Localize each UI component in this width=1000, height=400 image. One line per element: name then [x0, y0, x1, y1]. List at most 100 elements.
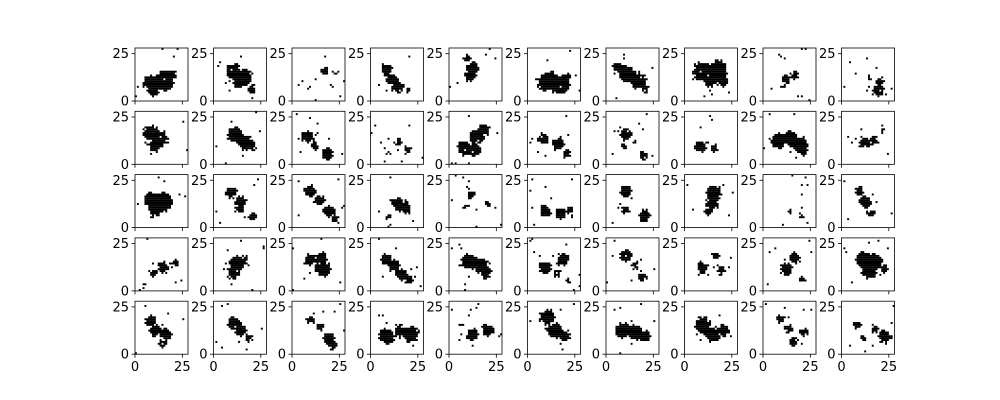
panel-frame: [684, 237, 738, 292]
pixel-run: [397, 197, 401, 200]
pixel-run: [728, 91, 730, 94]
pixel-run: [307, 87, 310, 90]
pixel-run: [567, 212, 570, 215]
y-tick-label: 25: [505, 110, 522, 125]
pixel-run: [873, 91, 884, 94]
pixel-run: [159, 266, 170, 269]
pixel-run: [406, 340, 411, 343]
pixel-run: [854, 191, 865, 194]
panel-frame: [605, 47, 660, 102]
pixel-run: [810, 308, 813, 311]
pixel-run: [789, 145, 809, 148]
pixel-run: [571, 214, 573, 217]
pixel-run: [728, 214, 730, 217]
pixel-run: [395, 89, 399, 92]
pixel-run: [714, 61, 723, 64]
image-panel: 0 25: [740, 237, 817, 299]
pixel-run: [475, 270, 493, 273]
pixel-run: [619, 126, 622, 129]
panel-frame: [684, 47, 738, 102]
pixel-run: [862, 268, 878, 271]
pixel-run: [856, 193, 863, 196]
pixel-run: [226, 68, 231, 71]
pixel-run: [400, 279, 403, 282]
image-panel: 0 25: [348, 110, 424, 173]
pixel-run: [856, 262, 882, 265]
pixel-run: [626, 254, 633, 257]
pixel-run: [464, 266, 489, 269]
pixel-run: [159, 72, 175, 75]
pixel-run: [695, 333, 698, 336]
pixel-run: [379, 331, 394, 334]
y-tick-label: 0: [592, 221, 600, 236]
pixel-run: [400, 160, 403, 163]
pixel-run: [619, 253, 633, 255]
pixel-run: [550, 70, 555, 73]
pixel-run: [466, 149, 482, 152]
pixel-run: [406, 339, 418, 341]
pixel-run: [875, 331, 878, 334]
pixel-run: [776, 316, 786, 319]
pixel-run: [776, 318, 784, 321]
pixel-run: [238, 143, 256, 146]
pixel-run: [795, 149, 809, 152]
pixel-run: [611, 254, 614, 257]
pixel-run: [731, 191, 734, 194]
image-panel: 0 25 0 25: [505, 300, 583, 375]
panel-frame: [213, 237, 267, 292]
pixel-run: [722, 85, 725, 88]
pixel-run: [552, 141, 564, 144]
pixel-run: [467, 187, 470, 190]
pixel-run: [781, 270, 792, 273]
y-tick-label: 0: [121, 348, 129, 363]
pixel-run: [701, 151, 704, 153]
y-tick-label: 0: [435, 284, 443, 299]
pixel-run: [312, 201, 325, 204]
pixel-run: [881, 270, 887, 273]
panel-frame: [448, 237, 503, 292]
image-panel: 0 25: [112, 174, 189, 236]
pixel-run: [144, 318, 156, 321]
image-panel: 0 25 0 25: [426, 300, 504, 375]
pixel-run: [148, 316, 156, 319]
pixel-run: [718, 268, 725, 271]
y-tick-label: 0: [278, 158, 286, 173]
pixel-run: [471, 344, 474, 347]
pixel-run: [630, 197, 633, 200]
pixel-run: [404, 147, 413, 150]
image-panel: 0 25: [426, 47, 503, 110]
pixel-run: [486, 335, 489, 338]
pixel-run: [395, 143, 401, 146]
pixel-run: [462, 154, 465, 157]
pixel-run: [481, 325, 493, 328]
pixel-run: [316, 195, 321, 198]
pixel-run: [421, 156, 424, 159]
pixel-run: [314, 134, 317, 136]
pixel-run: [540, 316, 556, 319]
pixel-run: [146, 89, 158, 92]
pixel-run: [226, 303, 229, 306]
pixel-run: [856, 254, 880, 257]
pixel-run: [391, 201, 403, 204]
pixel-run: [877, 335, 893, 338]
pixel-run: [797, 339, 800, 341]
pixel-run: [565, 115, 568, 118]
pixel-run: [155, 151, 158, 153]
pixel-run: [563, 156, 566, 159]
pixel-run: [146, 323, 154, 326]
x-tick-label: 0: [366, 360, 374, 375]
pixel-run: [847, 218, 850, 221]
pixel-run: [163, 130, 166, 133]
pixel-run: [406, 91, 409, 94]
pixel-run: [316, 122, 319, 125]
pixel-run: [707, 337, 721, 340]
pixel-run: [849, 344, 852, 347]
pixel-run: [228, 128, 241, 131]
pixel-run: [257, 178, 259, 181]
pixel-run: [613, 63, 622, 66]
pixel-run: [716, 83, 719, 86]
pixel-run: [697, 264, 710, 267]
pixel-run: [808, 239, 811, 242]
pixel-run: [705, 208, 713, 211]
pixel-run: [885, 342, 887, 345]
